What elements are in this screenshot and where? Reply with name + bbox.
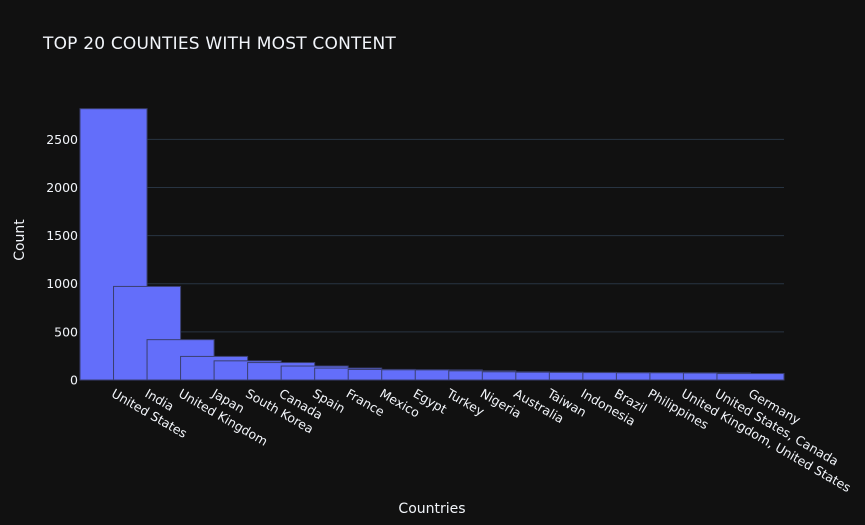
y-tick-label: 1500 <box>46 228 78 243</box>
y-tick-label: 2000 <box>46 180 78 195</box>
y-axis-title: Count <box>12 219 28 261</box>
bar[interactable] <box>716 373 785 381</box>
y-tick-label: 0 <box>70 373 78 388</box>
y-tick-labels: 0 500 1000 1500 2000 2500 <box>46 132 78 388</box>
y-tick-label: 500 <box>54 324 78 339</box>
grid-layer <box>80 138 784 333</box>
y-tick-label: 2500 <box>46 132 78 147</box>
x-axis-title: Countries <box>398 501 465 517</box>
y-tick-label: 1000 <box>46 276 78 291</box>
chart-title: TOP 20 COUNTIES WITH MOST CONTENT <box>43 34 397 54</box>
x-tick-label: Turkey <box>443 385 487 419</box>
bars-layer <box>79 108 785 381</box>
